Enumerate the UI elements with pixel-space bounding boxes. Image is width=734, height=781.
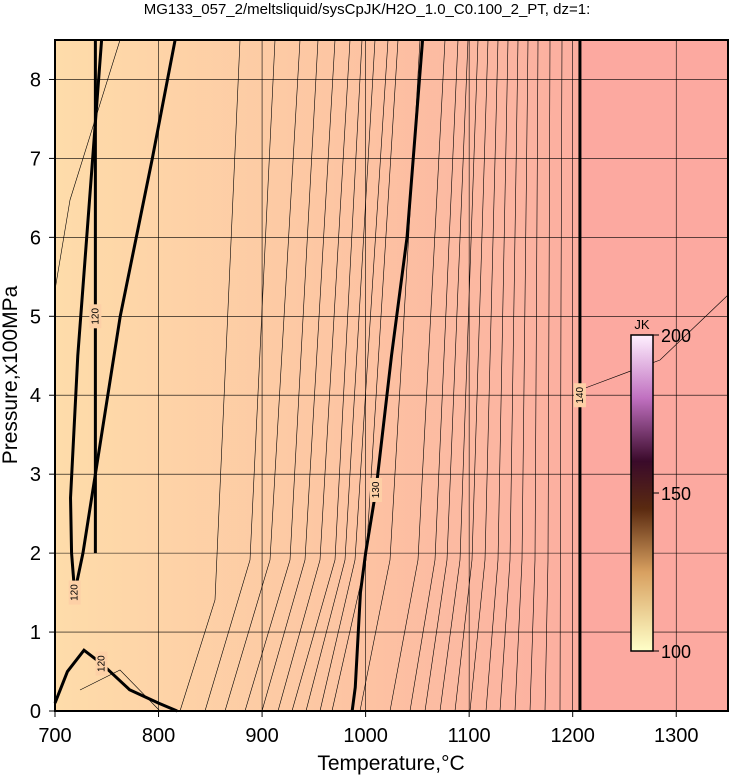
y-tick-label: 1 (30, 622, 41, 644)
contours: 120 120 120 130 140 (53, 39, 586, 713)
x-tick-label: 1000 (343, 725, 388, 747)
y-tick-label: 0 (30, 701, 41, 723)
y-tick-label: 2 (30, 543, 41, 565)
plot-frame (54, 39, 729, 712)
contour-label-bg (573, 383, 586, 408)
x-axis-label: Temperature,°C (317, 752, 464, 775)
contour-line (350, 39, 425, 712)
y-tick-label: 7 (30, 148, 41, 170)
colorbar-tick-label: 150 (661, 484, 691, 504)
contour-label: 120 (90, 308, 101, 325)
y-tick-label: 5 (30, 306, 41, 328)
x-tick-label: 800 (142, 725, 175, 747)
contour-label-bg (369, 477, 382, 502)
chart-title: MG133_057_2/meltsliquid/sysCpJK/H2O_1.0_… (144, 1, 591, 18)
contour-label: 130 (371, 481, 382, 498)
x-tick-label: 1300 (654, 725, 699, 747)
colorbar-ticks: 100 150 200 (653, 326, 691, 662)
y-tick-label: 8 (30, 69, 41, 91)
x-tick-label: 700 (38, 725, 71, 747)
contour-line (69, 39, 177, 593)
y-tick-label: 3 (30, 464, 41, 486)
x-tick-label: 1200 (550, 725, 595, 747)
contour-label-bg (89, 304, 102, 329)
colorbar (630, 334, 654, 652)
contour-label-bg (68, 580, 81, 605)
background (55, 40, 579, 711)
contour-label: 120 (97, 655, 108, 672)
y-axis-label: Pressure,x100MPa (0, 285, 22, 464)
colorbar-tick-label: 200 (661, 326, 691, 346)
y-tick-label: 6 (30, 227, 41, 249)
contour-label: 140 (575, 386, 586, 403)
colorbar-tick-label: 100 (661, 642, 691, 662)
x-tick-label: 900 (245, 725, 278, 747)
contour-label: 120 (70, 584, 81, 601)
y-tick-label: 4 (30, 385, 41, 407)
x-tick-label: 1100 (448, 725, 491, 747)
contour-label-bg (95, 651, 108, 676)
colorbar-label: JK (634, 317, 650, 332)
